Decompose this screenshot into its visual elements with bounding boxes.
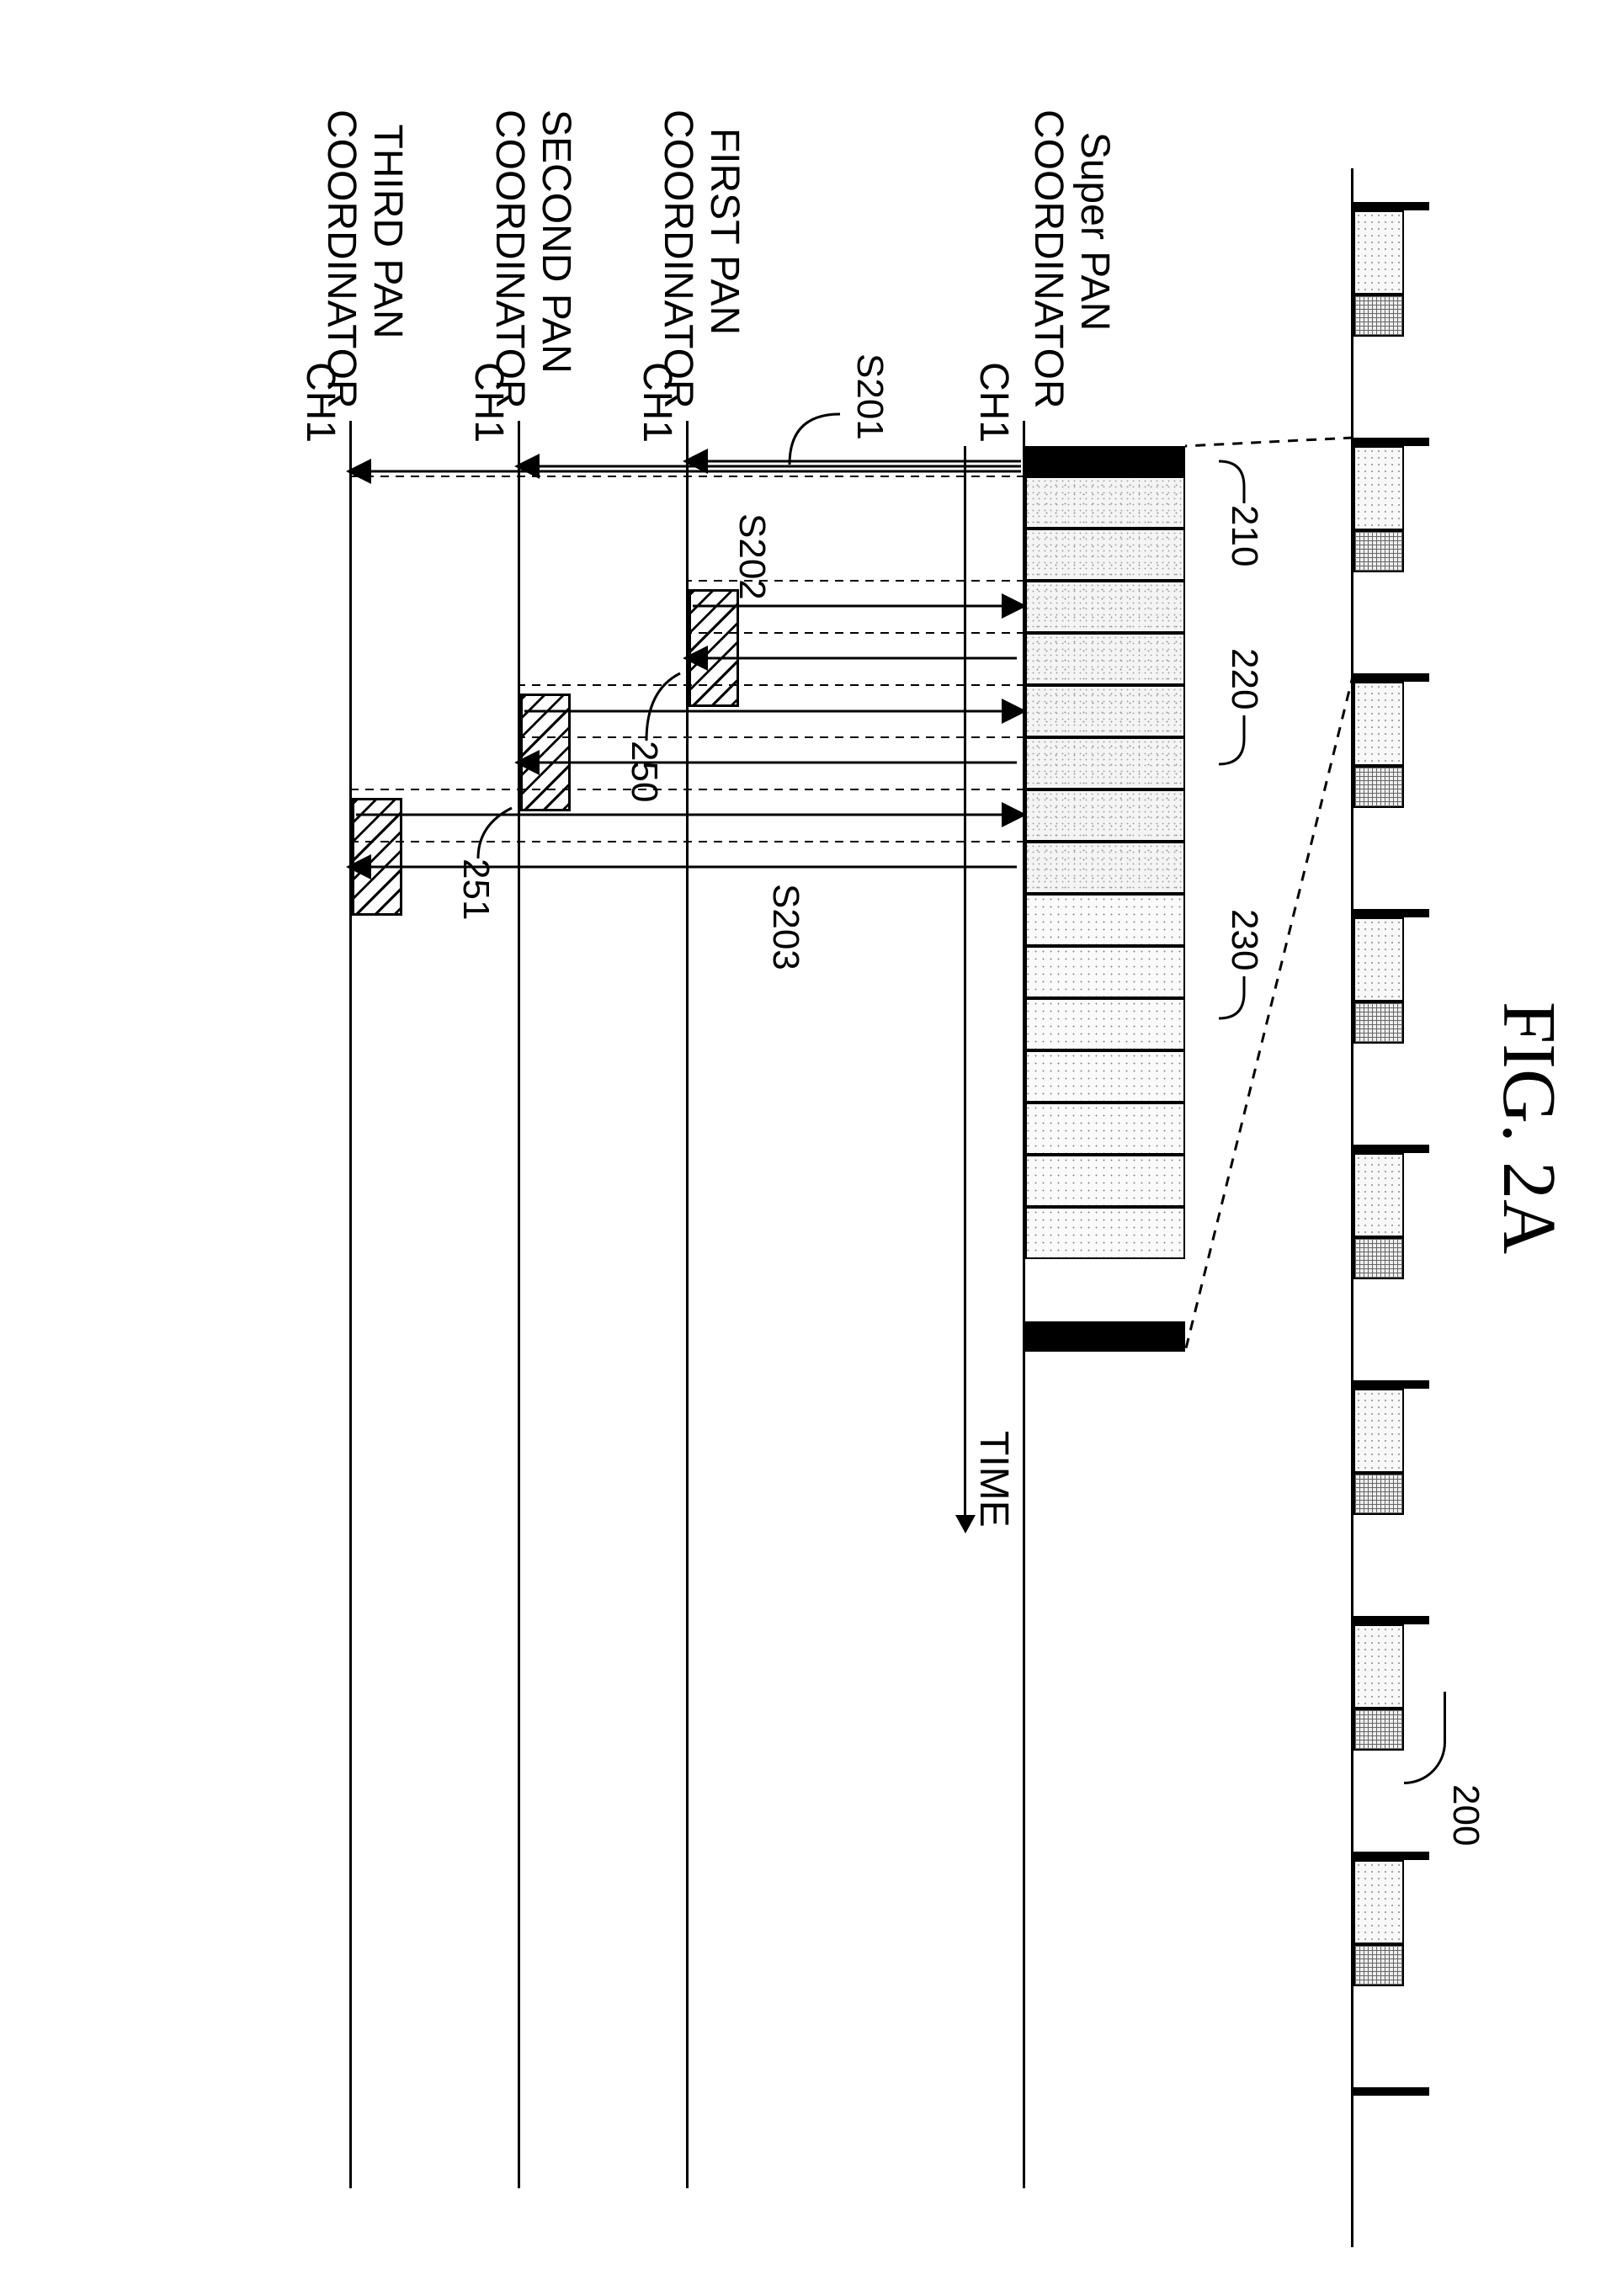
mini-cap bbox=[1353, 1860, 1404, 1944]
cfp-slot bbox=[1025, 1207, 1185, 1259]
ch1-first: CH1 bbox=[634, 362, 680, 443]
mini-beacon bbox=[1353, 1616, 1429, 1624]
beacon-right bbox=[1025, 1321, 1185, 1352]
mini-cfp bbox=[1353, 766, 1404, 808]
mini-cap bbox=[1353, 446, 1404, 530]
mini-beacon bbox=[1353, 1145, 1429, 1153]
mini-beacon bbox=[1353, 202, 1429, 210]
cfp-slot bbox=[1025, 998, 1185, 1050]
row-third-line bbox=[349, 421, 352, 2188]
mini-beacon bbox=[1353, 438, 1429, 446]
row-label-third: THIRD PAN COORDINATOR bbox=[318, 109, 411, 353]
cap-slot bbox=[1025, 685, 1185, 737]
cap-slot bbox=[1025, 581, 1185, 633]
cfp-slot bbox=[1025, 894, 1185, 946]
mini-cfp bbox=[1353, 1709, 1404, 1751]
mini-cfp bbox=[1353, 295, 1404, 337]
ref-251: 251 bbox=[455, 858, 497, 920]
cfp-slot bbox=[1025, 946, 1185, 998]
mini-cfp bbox=[1353, 1002, 1404, 1044]
figure-title: FIG. 2A bbox=[1486, 1002, 1572, 1254]
mini-cap bbox=[1353, 1389, 1404, 1473]
row-label-super: Super PAN COORDINATOR bbox=[1025, 109, 1118, 353]
row-second-line bbox=[518, 421, 520, 2188]
row-label-first: FIRST PAN COORDINATOR bbox=[655, 109, 747, 353]
mini-beacon bbox=[1353, 673, 1429, 682]
mini-cap bbox=[1353, 1624, 1404, 1709]
cap-slot bbox=[1025, 842, 1185, 894]
mini-cfp bbox=[1353, 1237, 1404, 1279]
time-axis bbox=[964, 446, 966, 1515]
mini-beacon bbox=[1353, 1380, 1429, 1389]
ref-230: 230 bbox=[1223, 909, 1265, 970]
row-label-second: SECOND PAN COORDINATOR bbox=[487, 109, 579, 353]
leader-200 bbox=[1404, 1692, 1446, 1784]
mini-beacon bbox=[1353, 1852, 1429, 1860]
hatch-second bbox=[520, 694, 571, 811]
cap-slot bbox=[1025, 633, 1185, 685]
time-label: TIME bbox=[971, 1431, 1017, 1528]
hatch-third bbox=[352, 798, 402, 916]
mini-cfp bbox=[1353, 530, 1404, 572]
cap-slot bbox=[1025, 476, 1185, 529]
mini-beacon bbox=[1353, 909, 1429, 917]
ref-210: 210 bbox=[1223, 505, 1265, 566]
s203-label: S203 bbox=[764, 884, 806, 970]
cap-slot bbox=[1025, 529, 1185, 581]
ch1-super: CH1 bbox=[971, 362, 1017, 443]
ch1-second: CH1 bbox=[465, 362, 512, 443]
mini-cap bbox=[1353, 1153, 1404, 1237]
ref-200: 200 bbox=[1444, 1784, 1486, 1846]
beacon-left bbox=[1025, 446, 1185, 476]
hatch-first bbox=[689, 589, 739, 707]
ch1-third: CH1 bbox=[297, 362, 343, 443]
cfp-slot bbox=[1025, 1050, 1185, 1103]
s201-label: S201 bbox=[848, 353, 891, 440]
cfp-slot bbox=[1025, 1103, 1185, 1155]
mini-cap bbox=[1353, 210, 1404, 295]
s202-label: S202 bbox=[731, 513, 773, 600]
cap-slot bbox=[1025, 789, 1185, 842]
mini-cfp bbox=[1353, 1473, 1404, 1515]
cap-slot bbox=[1025, 737, 1185, 789]
mini-cfp bbox=[1353, 1944, 1404, 1986]
mini-cap bbox=[1353, 917, 1404, 1002]
ref-250: 250 bbox=[623, 741, 665, 802]
ref-220: 220 bbox=[1223, 648, 1265, 710]
cfp-slot bbox=[1025, 1155, 1185, 1207]
mini-beacon bbox=[1353, 2087, 1429, 2096]
mini-cap bbox=[1353, 682, 1404, 766]
